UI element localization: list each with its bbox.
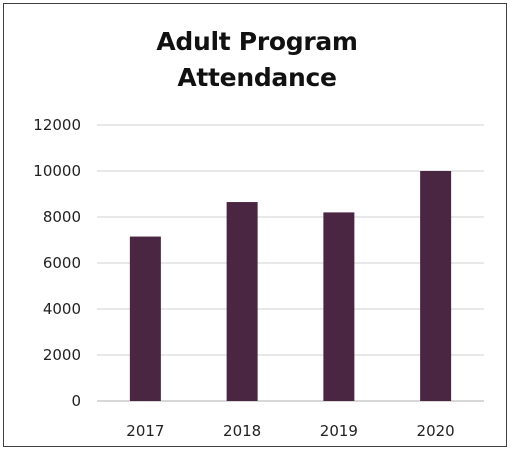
bars [129, 171, 452, 401]
y-tick-label: 12000 [33, 116, 81, 134]
bar-2019 [323, 212, 355, 401]
chart-title-line-2: Attendance [177, 63, 337, 92]
x-tick-label: 2017 [126, 422, 164, 440]
x-tick-label: 2019 [320, 422, 358, 440]
x-axis-ticks: 2017 2018 2019 2020 [126, 422, 454, 440]
bar-2018 [226, 202, 258, 401]
y-tick-label: 4000 [43, 300, 81, 318]
y-tick-label: 6000 [43, 254, 81, 272]
y-tick-label: 8000 [43, 208, 81, 226]
y-tick-label: 10000 [33, 162, 81, 180]
bar-2020 [420, 171, 452, 401]
x-tick-label: 2020 [417, 422, 455, 440]
gridlines [97, 124, 484, 402]
y-tick-label: 0 [71, 392, 81, 410]
chart-title-line-1: Adult Program [156, 27, 358, 56]
y-axis-ticks: 0 2000 4000 6000 8000 10000 12000 [33, 116, 81, 410]
bar-2017 [129, 236, 161, 401]
x-tick-label: 2018 [223, 422, 261, 440]
y-tick-label: 2000 [43, 346, 81, 364]
